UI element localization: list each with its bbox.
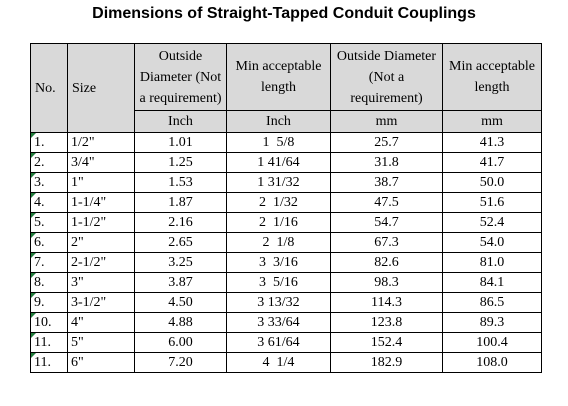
cell-size: 5" bbox=[67, 332, 135, 353]
cell-no: 8. bbox=[30, 272, 68, 293]
cell-len-inch: 4 1/4 bbox=[226, 352, 331, 373]
table-row: 9. 3-1/2" 4.50 3 13/32 114.3 86.5 bbox=[30, 292, 542, 313]
cell-len-inch: 2 1/32 bbox=[226, 192, 331, 213]
cell-no: 1. bbox=[30, 132, 68, 153]
cell-od-inch: 3.25 bbox=[134, 252, 227, 273]
cell-len-mm: 50.0 bbox=[442, 172, 542, 193]
unit-od-mm: mm bbox=[330, 110, 443, 133]
cell-len-mm: 41.7 bbox=[442, 152, 542, 173]
header-size: Size bbox=[67, 43, 135, 133]
cell-len-inch: 2 1/16 bbox=[226, 212, 331, 233]
unit-len-mm: mm bbox=[442, 110, 542, 133]
cell-no: 10. bbox=[30, 312, 68, 333]
cell-len-mm: 84.1 bbox=[442, 272, 542, 293]
cell-size: 3" bbox=[67, 272, 135, 293]
table-row: 11. 5" 6.00 3 61/64 152.4 100.4 bbox=[30, 332, 542, 353]
units-row: Inch Inch mm mm bbox=[31, 110, 542, 133]
cell-no: 5. bbox=[30, 212, 68, 233]
header-row: No. Size Outside Diameter (Not a require… bbox=[30, 43, 542, 133]
cell-len-inch: 3 33/64 bbox=[226, 312, 331, 333]
table-row: 8. 3" 3.87 3 5/16 98.3 84.1 bbox=[30, 272, 542, 293]
cell-len-inch: 2 1/8 bbox=[226, 232, 331, 253]
table-row: 11. 6" 7.20 4 1/4 182.9 108.0 bbox=[30, 352, 542, 373]
cell-od-inch: 4.50 bbox=[134, 292, 227, 313]
cell-len-inch: 3 13/32 bbox=[226, 292, 331, 313]
cell-od-mm: 123.8 bbox=[330, 312, 443, 333]
header-od-inch: Outside Diameter (Not a requirement) bbox=[134, 43, 227, 111]
cell-od-mm: 25.7 bbox=[330, 132, 443, 153]
cell-size: 3/4" bbox=[67, 152, 135, 173]
cell-od-inch: 4.88 bbox=[134, 312, 227, 333]
cell-size: 2" bbox=[67, 232, 135, 253]
cell-len-inch: 1 41/64 bbox=[226, 152, 331, 173]
cell-len-inch: 3 5/16 bbox=[226, 272, 331, 293]
cell-od-inch: 1.01 bbox=[134, 132, 227, 153]
cell-size: 1-1/2" bbox=[67, 212, 135, 233]
cell-len-inch: 3 3/16 bbox=[226, 252, 331, 273]
cell-no: 11. bbox=[30, 352, 68, 373]
cell-len-inch: 1 5/8 bbox=[226, 132, 331, 153]
header-len-inch: Min acceptable length bbox=[226, 43, 331, 111]
cell-od-inch: 1.53 bbox=[134, 172, 227, 193]
cell-od-mm: 67.3 bbox=[330, 232, 443, 253]
cell-no: 2. bbox=[30, 152, 68, 173]
cell-no: 3. bbox=[30, 172, 68, 193]
cell-size: 1" bbox=[67, 172, 135, 193]
header-len-mm: Min acceptable length bbox=[442, 43, 542, 111]
cell-len-mm: 41.3 bbox=[442, 132, 542, 153]
cell-od-mm: 82.6 bbox=[330, 252, 443, 273]
cell-no: 11. bbox=[30, 332, 68, 353]
cell-no: 7. bbox=[30, 252, 68, 273]
cell-od-mm: 98.3 bbox=[330, 272, 443, 293]
unit-len-inch: Inch bbox=[226, 110, 331, 133]
cell-len-mm: 51.6 bbox=[442, 192, 542, 213]
cell-od-inch: 6.00 bbox=[134, 332, 227, 353]
cell-od-mm: 38.7 bbox=[330, 172, 443, 193]
cell-len-mm: 89.3 bbox=[442, 312, 542, 333]
cell-len-mm: 86.5 bbox=[442, 292, 542, 313]
cell-len-inch: 1 31/32 bbox=[226, 172, 331, 193]
table-row: 1. 1/2" 1.01 1 5/8 25.7 41.3 bbox=[30, 132, 542, 153]
table-row: 7. 2-1/2" 3.25 3 3/16 82.6 81.0 bbox=[30, 252, 542, 273]
cell-len-mm: 81.0 bbox=[442, 252, 542, 273]
page-title: Dimensions of Straight-Tapped Conduit Co… bbox=[92, 5, 476, 22]
cell-size: 6" bbox=[67, 352, 135, 373]
cell-od-inch: 2.16 bbox=[134, 212, 227, 233]
table-row: 2. 3/4" 1.25 1 41/64 31.8 41.7 bbox=[30, 152, 542, 173]
cell-len-mm: 54.0 bbox=[442, 232, 542, 253]
cell-size: 3-1/2" bbox=[67, 292, 135, 313]
header-no: No. bbox=[30, 43, 68, 133]
cell-no: 9. bbox=[30, 292, 68, 313]
cell-len-mm: 108.0 bbox=[442, 352, 542, 373]
table-row: 6. 2" 2.65 2 1/8 67.3 54.0 bbox=[30, 232, 542, 253]
cell-od-inch: 1.87 bbox=[134, 192, 227, 213]
cell-od-mm: 31.8 bbox=[330, 152, 443, 173]
cell-size: 1-1/4" bbox=[67, 192, 135, 213]
cell-od-inch: 3.87 bbox=[134, 272, 227, 293]
cell-od-mm: 47.5 bbox=[330, 192, 443, 213]
cell-od-inch: 7.20 bbox=[134, 352, 227, 373]
cell-len-inch: 3 61/64 bbox=[226, 332, 331, 353]
cell-no: 4. bbox=[30, 192, 68, 213]
cell-od-mm: 152.4 bbox=[330, 332, 443, 353]
couplings-table: No. Size Outside Diameter (Not a require… bbox=[30, 43, 542, 373]
cell-size: 1/2" bbox=[67, 132, 135, 153]
unit-od-inch: Inch bbox=[134, 110, 227, 133]
table-row: 4. 1-1/4" 1.87 2 1/32 47.5 51.6 bbox=[30, 192, 542, 213]
cell-len-mm: 52.4 bbox=[442, 212, 542, 233]
cell-od-inch: 1.25 bbox=[134, 152, 227, 173]
header-od-mm: Outside Diameter (Not a requirement) bbox=[330, 43, 443, 111]
cell-od-inch: 2.65 bbox=[134, 232, 227, 253]
table-row: 3. 1" 1.53 1 31/32 38.7 50.0 bbox=[30, 172, 542, 193]
cell-len-mm: 100.4 bbox=[442, 332, 542, 353]
cell-size: 4" bbox=[67, 312, 135, 333]
table-row: 5. 1-1/2" 2.16 2 1/16 54.7 52.4 bbox=[30, 212, 542, 233]
cell-size: 2-1/2" bbox=[67, 252, 135, 273]
cell-od-mm: 182.9 bbox=[330, 352, 443, 373]
cell-no: 6. bbox=[30, 232, 68, 253]
cell-od-mm: 54.7 bbox=[330, 212, 443, 233]
table-row: 10. 4" 4.88 3 33/64 123.8 89.3 bbox=[30, 312, 542, 333]
cell-od-mm: 114.3 bbox=[330, 292, 443, 313]
